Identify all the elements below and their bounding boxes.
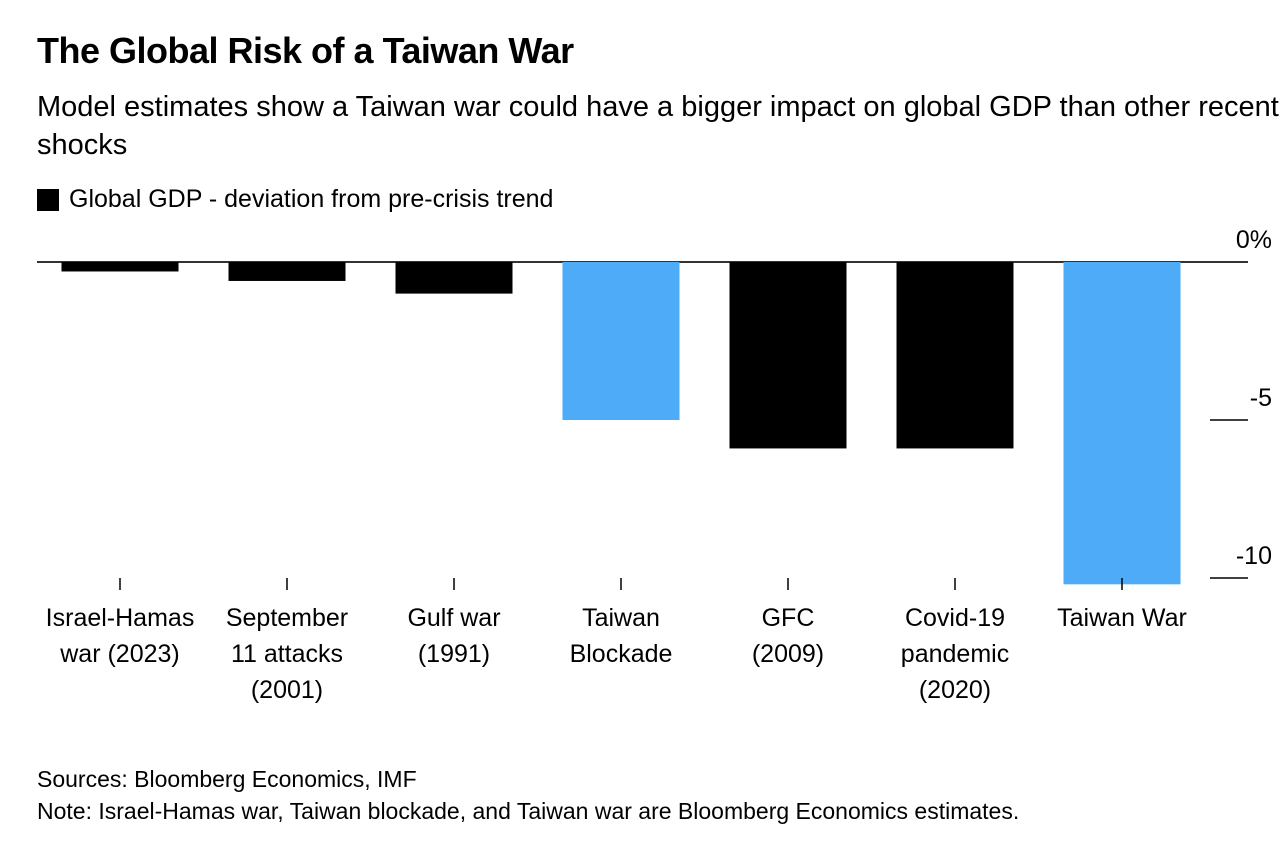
chart-title: The Global Risk of a Taiwan War [37,30,574,71]
y-tick-label: -5 [1250,384,1272,412]
x-tick-label: war (2023) [59,640,180,668]
legend-label: Global GDP - deviation from pre-crisis t… [69,185,554,213]
bar [228,262,346,281]
sources-text: Sources: Bloomberg Economics, IMF [37,766,417,792]
bar [562,262,680,420]
x-tick-label: 11 attacks [231,640,343,668]
bar [729,262,847,449]
x-tick-label: September [226,604,348,632]
x-tick-label: GFC [762,604,815,632]
x-tick-label: Blockade [570,640,673,668]
bar-chart: Israel-Hamas war (2023) September 11 attack… [37,226,1272,704]
x-tick-label: Taiwan War [1057,604,1187,632]
footer: Sources: Bloomberg Economics, IMF Note: … [37,763,1019,827]
x-tick-label: Israel-Hamas [46,604,195,632]
bar [896,262,1014,449]
legend: Global GDP - deviation from pre-crisis t… [37,185,553,214]
x-tick-label: pandemic [901,640,1009,668]
x-tick-label: Gulf war [407,604,500,632]
y-tick-label: 0% [1236,226,1272,254]
bar [61,262,179,272]
x-tick-label: (2020) [919,676,991,704]
x-tick-label: (2009) [752,640,824,668]
x-tick-label: (2001) [251,676,323,704]
bar [395,262,513,294]
x-tick-label: Covid-19 [905,604,1005,632]
x-tick-label: (1991) [418,640,490,668]
y-tick-label: -10 [1236,542,1272,570]
legend-swatch [37,188,59,211]
note-text: Note: Israel-Hamas war, Taiwan blockade,… [37,798,1020,824]
chart-subtitle: Model estimates show a Taiwan war could … [37,91,1279,161]
x-tick-label: Taiwan [582,604,660,632]
bar [1063,262,1181,585]
